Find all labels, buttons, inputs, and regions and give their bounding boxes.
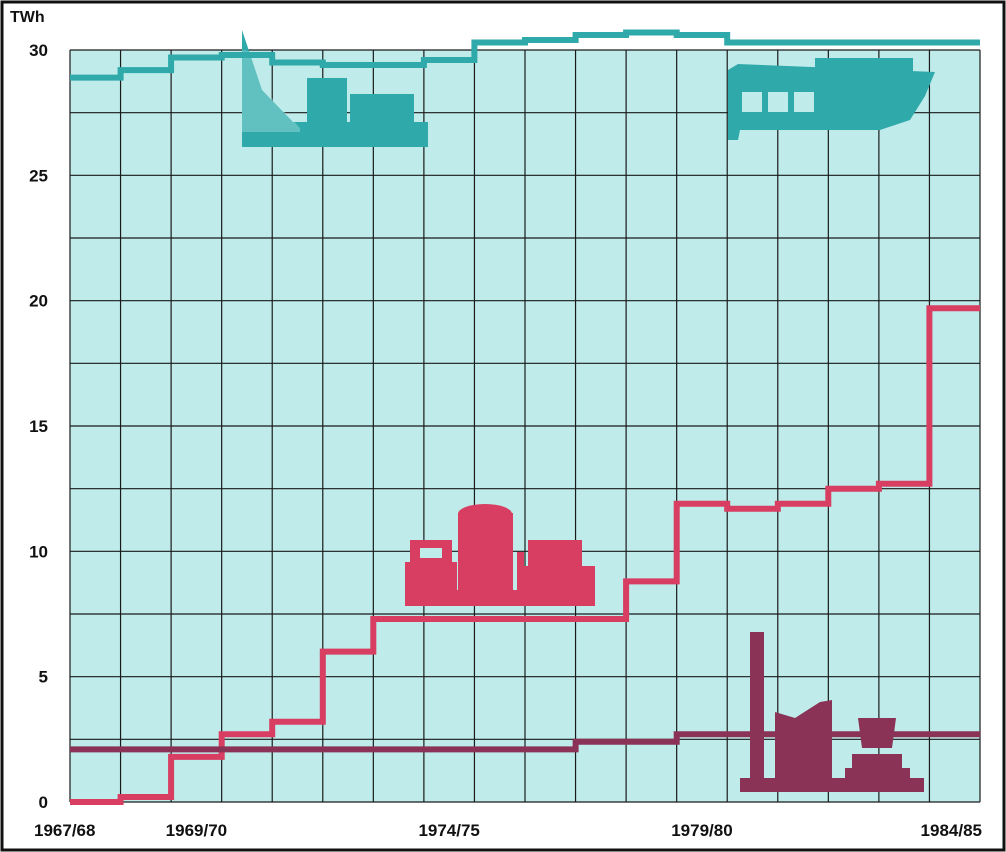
y-tick-label: 5 xyxy=(39,668,48,687)
x-tick-label: 1969/70 xyxy=(166,821,227,840)
thermal-power-plant-icon xyxy=(740,632,924,792)
y-tick-label: 15 xyxy=(29,417,48,436)
hydro-power-plant-icon xyxy=(242,30,428,147)
x-tick-label: 1974/75 xyxy=(418,821,479,840)
y-axis-unit-label: TWh xyxy=(10,9,45,26)
series-line-nuclear-power-plant xyxy=(70,305,980,805)
y-tick-label: 25 xyxy=(29,166,48,185)
y-tick-label: 30 xyxy=(29,41,48,60)
y-tick-label: 20 xyxy=(29,292,48,311)
x-tick-label: 1967/68 xyxy=(34,821,95,840)
y-axis-tick-labels: 0 5 10 15 20 25 30 xyxy=(29,41,48,812)
hydro-power-plant-icon xyxy=(728,58,935,140)
nuclear-power-plant-icon xyxy=(405,504,595,606)
y-tick-label: 0 xyxy=(39,793,48,812)
x-tick-label: 1979/80 xyxy=(671,821,732,840)
x-tick-label: 1984/85 xyxy=(921,821,982,840)
y-tick-label: 10 xyxy=(29,542,48,561)
series-layer xyxy=(70,29,980,805)
series-line-hydro-power-plant xyxy=(70,29,980,81)
series-line-thermal-power-plant xyxy=(70,731,980,753)
x-axis-tick-labels: 1967/68 1969/70 1974/75 1979/80 1984/85 xyxy=(34,821,982,840)
grid xyxy=(69,49,981,803)
